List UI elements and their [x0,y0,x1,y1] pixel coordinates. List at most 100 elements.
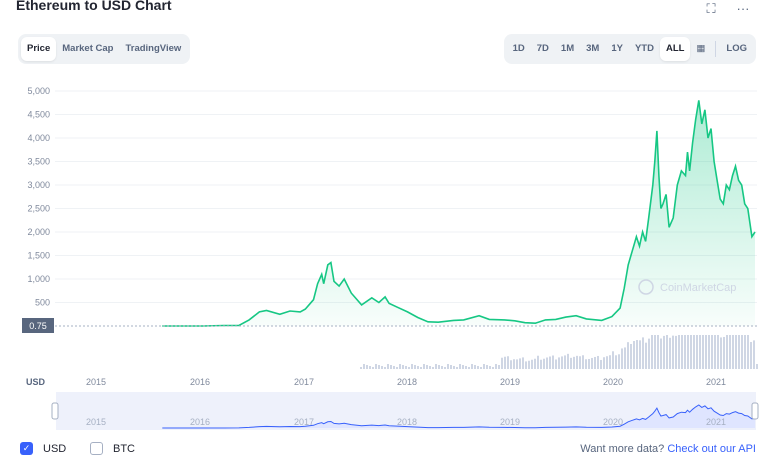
range-7d[interactable]: 7D [536,43,549,54]
volume-bar [465,366,467,369]
volume-bar [447,364,449,369]
range-navigator[interactable]: 2015 2016 2017 2018 2019 2020 2021 [51,392,759,430]
range-1d[interactable]: 1D [512,43,525,54]
volume-bar [426,365,428,369]
volume-bar [693,335,695,369]
y-tick-label: 4,000 [27,133,50,143]
volume-bar [468,367,470,369]
volume-bar [486,365,488,369]
navigator-tick-label: 2017 [294,417,314,427]
volume-bar [510,360,512,369]
volume-bar [432,367,434,369]
volume-bar [429,366,431,369]
volume-bar [495,364,497,369]
navigator-tick-label: 2021 [706,417,726,427]
navigator-left-handle[interactable] [51,402,59,420]
volume-bar [501,357,503,369]
api-link[interactable]: Check out our API [667,443,756,455]
volume-bar [612,351,614,369]
volume-bar [675,335,677,369]
navigator-tick-label: 2018 [397,417,417,427]
navigator-tick-label: 2015 [86,417,106,427]
navigator-right-handle[interactable] [751,402,759,420]
volume-bar [618,354,620,369]
volume-bar [363,364,365,369]
volume-bar [483,364,485,369]
x-tick-label: 2017 [294,377,314,387]
volume-bar [708,335,710,369]
api-prefix: Want more data? [580,443,668,455]
calendar-icon[interactable]: ▦ [696,43,706,54]
volume-bar [657,335,659,369]
y-tick-label: 2,500 [27,204,50,214]
volume-bar [720,337,722,369]
volume-bar [519,358,521,369]
current-price-label: 0.75 [29,321,47,331]
volume-bar [438,365,440,369]
volume-bar [558,357,560,369]
navigator-line [162,404,756,429]
volume-bar [597,355,599,369]
chart-type-tabs: Price Market Cap TradingView [18,34,191,64]
volume-bar [639,340,641,369]
volume-bar [555,359,557,369]
range-1y[interactable]: 1Y [611,43,623,54]
range-3m[interactable]: 3M [586,43,600,54]
volume-bar [684,335,686,369]
volume-bar [669,337,671,369]
api-promo: Want more data? Check out our API [580,443,756,455]
volume-bar [480,367,482,369]
volume-bar [366,365,368,369]
volume-bar [696,335,698,369]
coinmarketcap-logo-icon [638,279,654,295]
volume-bar [552,355,554,369]
volume-bar [399,364,401,369]
volume-bar [651,335,653,369]
x-tick-label: 2020 [603,377,623,387]
y-tick-label: 2,000 [27,227,50,237]
tab-tradingview[interactable]: TradingView [125,43,182,54]
volume-bar [642,337,644,369]
volume-bar [702,335,704,369]
volume-bar [573,356,575,369]
volume-bar [528,360,530,369]
volume-bar [636,340,638,369]
volume-bar [420,367,422,369]
log-scale-button[interactable]: LOG [726,43,747,54]
tab-price[interactable]: Price [21,37,57,61]
volume-bar [456,367,458,369]
btc-toggle[interactable]: BTC [90,442,135,455]
volume-bar [717,335,719,369]
volume-bar [381,366,383,369]
more-dots-icon[interactable]: ··· [736,1,750,16]
tab-market-cap[interactable]: Market Cap [62,43,114,54]
usd-checkbox[interactable]: ✓ [20,442,33,455]
volume-bar [477,366,479,369]
price-line [162,100,756,327]
volume-bar [666,335,668,369]
volume-bar [600,359,602,369]
volume-bar [690,335,692,369]
volume-bar [504,356,506,369]
y-tick-label: 5,000 [27,86,50,96]
y-tick-label: 500 [35,298,50,308]
navigator-tick-label: 2020 [603,417,623,427]
volume-bar [378,365,380,369]
expand-icon[interactable]: ⛶ [706,1,716,16]
range-all[interactable]: ALL [659,37,691,61]
volume-bar [699,335,701,369]
volume-bar [459,364,461,369]
btc-checkbox[interactable] [90,442,103,455]
range-1m[interactable]: 1M [560,43,575,54]
page-title: Ethereum to USD Chart [16,0,172,13]
volume-bar [417,366,419,369]
volume-bar [723,336,725,369]
range-ytd[interactable]: YTD [634,43,654,54]
volume-bar [645,342,647,369]
x-tick-label: 2015 [86,377,106,387]
usd-toggle[interactable]: ✓ USD [20,442,66,455]
volume-bar [627,342,629,369]
volume-bar [726,335,728,369]
volume-bar [411,364,413,369]
